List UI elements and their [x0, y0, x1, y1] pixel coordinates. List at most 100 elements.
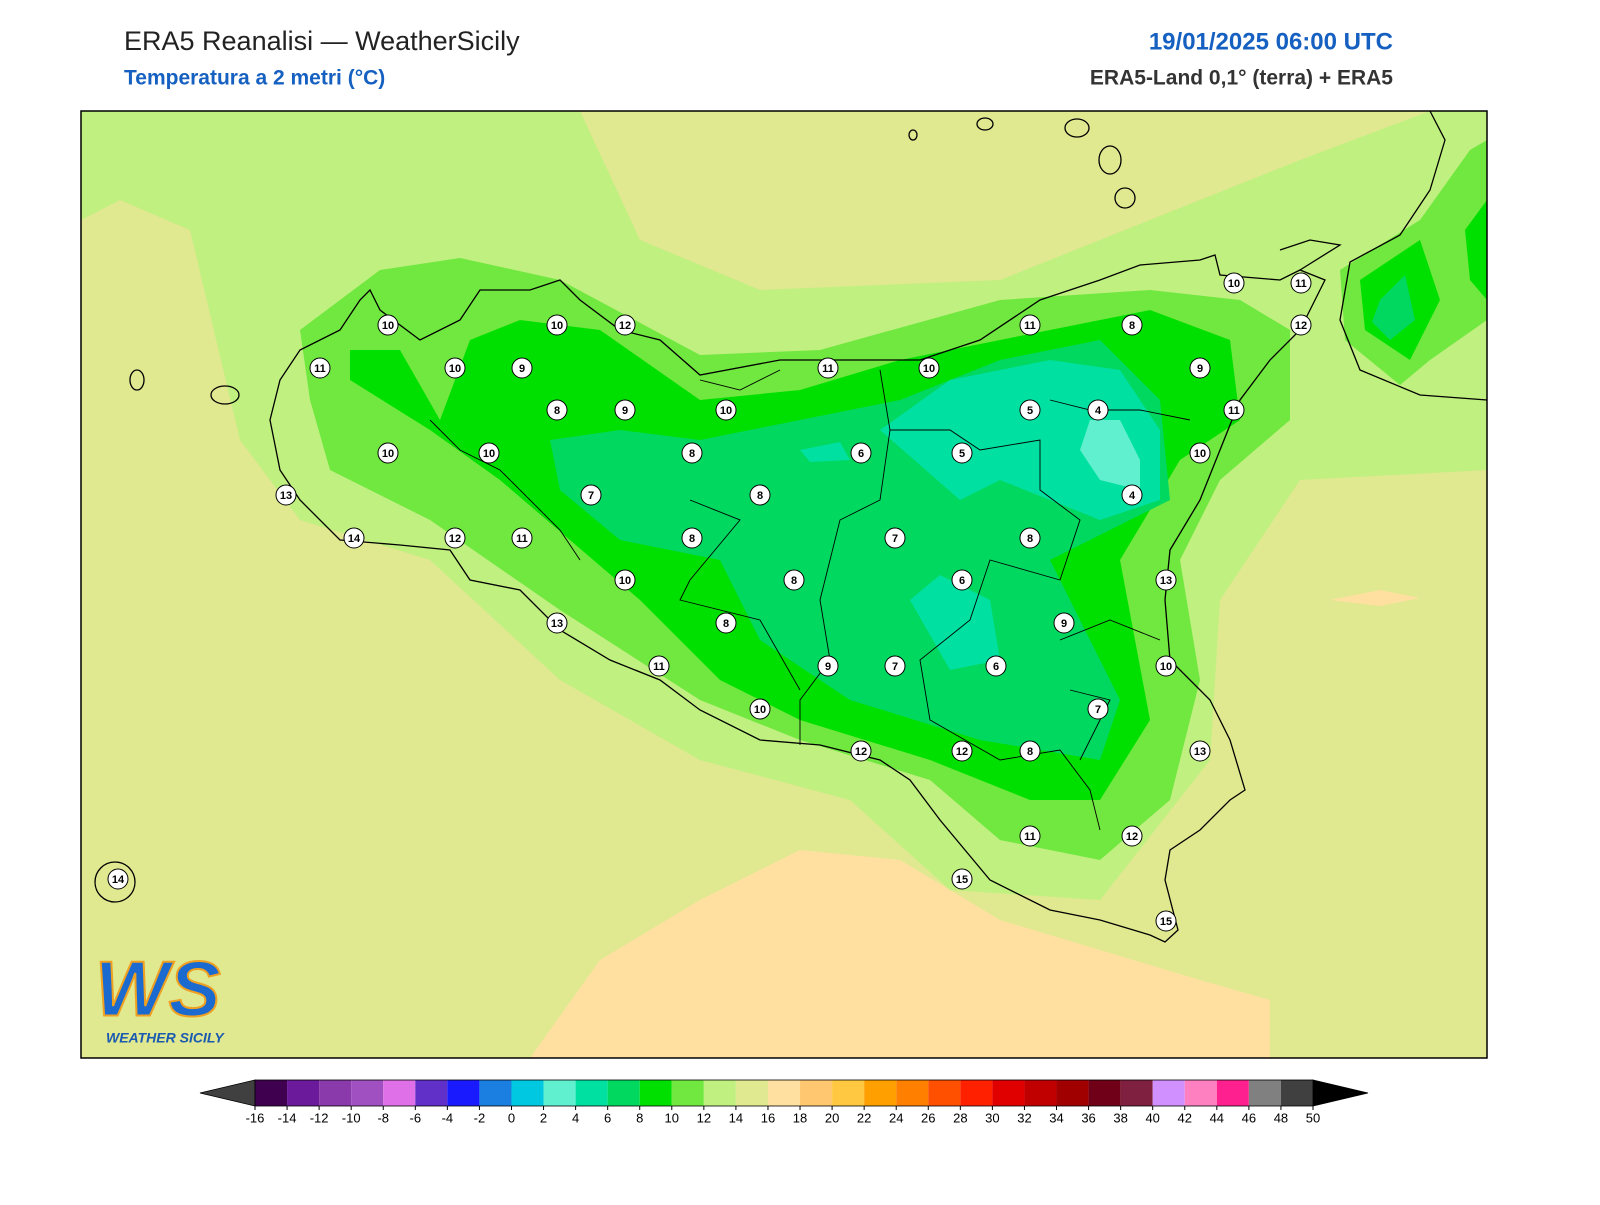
- station-value: 12: [956, 746, 968, 758]
- station-value: 10: [1194, 448, 1206, 460]
- station-value: 8: [554, 405, 560, 417]
- station-marker: [1121, 484, 1143, 506]
- colorbar-bin: [1184, 1080, 1217, 1106]
- station-value: 14: [112, 874, 125, 886]
- colorbar-tick-label: 42: [1178, 1110, 1192, 1125]
- station-value: 11: [1024, 831, 1036, 843]
- colorbar-bin: [351, 1080, 384, 1106]
- colorbar-tick-label: 22: [857, 1110, 871, 1125]
- island: [1064, 118, 1090, 138]
- colorbar-bin: [896, 1080, 929, 1106]
- station-marker: [107, 868, 129, 890]
- station-marker: [749, 698, 771, 720]
- station-marker: [377, 314, 399, 336]
- colorbar-bin: [415, 1080, 448, 1106]
- colorbar-bin: [543, 1080, 576, 1106]
- station-marker: [1053, 612, 1075, 634]
- station-value: 11: [1295, 278, 1307, 290]
- station-value: 11: [1228, 405, 1240, 417]
- station-marker: [1019, 740, 1041, 762]
- colorbar-tick-label: 16: [761, 1110, 775, 1125]
- station-marker: [511, 527, 533, 549]
- station-marker: [1019, 825, 1041, 847]
- station-value: 11: [1024, 320, 1036, 332]
- station-marker: [1019, 399, 1041, 421]
- logo: WS WEATHER SICILY: [94, 944, 225, 1046]
- datetime: 19/01/2025 06:00 UTC: [1149, 28, 1393, 55]
- field-16-18: [530, 850, 1270, 1058]
- colorbar-bin: [607, 1080, 640, 1106]
- station-marker: [614, 314, 636, 336]
- station-value: 10: [1228, 278, 1240, 290]
- colorbar-tick-label: 12: [697, 1110, 711, 1125]
- colorbar-tick-label: -6: [410, 1110, 422, 1125]
- station-marker: [1189, 357, 1211, 379]
- station-marker: [918, 357, 940, 379]
- colorbar-bin: [928, 1080, 961, 1106]
- station-marker: [1189, 442, 1211, 464]
- colorbar-tick-label: 26: [921, 1110, 935, 1125]
- station-value: 13: [280, 490, 292, 502]
- station-marker: [377, 442, 399, 464]
- station-marker: [1019, 314, 1041, 336]
- temperature-field: [81, 111, 1487, 1058]
- station-marker: [1121, 314, 1143, 336]
- station-value: 7: [1095, 704, 1101, 716]
- island: [908, 129, 918, 141]
- station-value: 10: [1160, 661, 1172, 673]
- colorbar-tick-label: -16: [246, 1110, 265, 1125]
- station-value: 10: [720, 405, 732, 417]
- colorbar-bin: [1120, 1080, 1153, 1106]
- colorbar-tick-label: 40: [1145, 1110, 1159, 1125]
- colorbar-bin: [960, 1080, 993, 1106]
- station-value: 8: [689, 448, 695, 460]
- station-value: 12: [1126, 831, 1138, 843]
- station-marker: [715, 399, 737, 421]
- colorbar-tick-label: -14: [278, 1110, 297, 1125]
- station-value: 12: [619, 320, 631, 332]
- colorbar-bin: [1024, 1080, 1057, 1106]
- station-marker: [817, 357, 839, 379]
- station-value: 8: [1027, 746, 1033, 758]
- station-value: 15: [956, 874, 968, 886]
- colorbar-bin: [1280, 1080, 1313, 1106]
- title: ERA5 Reanalisi — WeatherSicily: [124, 26, 520, 56]
- station-marker: [546, 399, 568, 421]
- station-value: 5: [959, 448, 965, 460]
- station-value: 8: [1129, 320, 1135, 332]
- subtitle: Temperatura a 2 metri (°C): [124, 67, 385, 90]
- station-value: 12: [1295, 320, 1307, 332]
- station-marker: [1223, 399, 1245, 421]
- station-value: 10: [619, 575, 631, 587]
- station-marker: [951, 569, 973, 591]
- colorbar-bin: [255, 1080, 288, 1106]
- station-marker: [985, 655, 1007, 677]
- field-2-4: [1080, 420, 1140, 490]
- province-borders: [429, 369, 1191, 831]
- station-marker: [951, 868, 973, 890]
- station-marker: [309, 357, 331, 379]
- station-value: 9: [825, 661, 831, 673]
- station-marker: [444, 357, 466, 379]
- station-value: 4: [1129, 490, 1136, 502]
- station-marker: [478, 442, 500, 464]
- station-marker: [1290, 314, 1312, 336]
- station-marker: [783, 569, 805, 591]
- colorbar-tick-label: 8: [636, 1110, 643, 1125]
- colorbar-tick-label: 48: [1274, 1110, 1288, 1125]
- colorbar-tick-label: 36: [1081, 1110, 1095, 1125]
- station-value: 7: [588, 490, 594, 502]
- map-frame: [80, 110, 1488, 1059]
- station-marker: [343, 527, 365, 549]
- station-marker: [546, 612, 568, 634]
- station-marker: [715, 612, 737, 634]
- colorbar-bin: [479, 1080, 512, 1106]
- colorbar-tick-label: 2: [540, 1110, 547, 1125]
- station-value: 13: [1160, 575, 1172, 587]
- station-marker: [817, 655, 839, 677]
- logo-initials: WS: [95, 945, 221, 1033]
- colorbar-frame: [254, 1079, 1314, 1107]
- station-marker: [614, 569, 636, 591]
- island: [210, 385, 240, 405]
- colorbar-tick-label: 34: [1049, 1110, 1063, 1125]
